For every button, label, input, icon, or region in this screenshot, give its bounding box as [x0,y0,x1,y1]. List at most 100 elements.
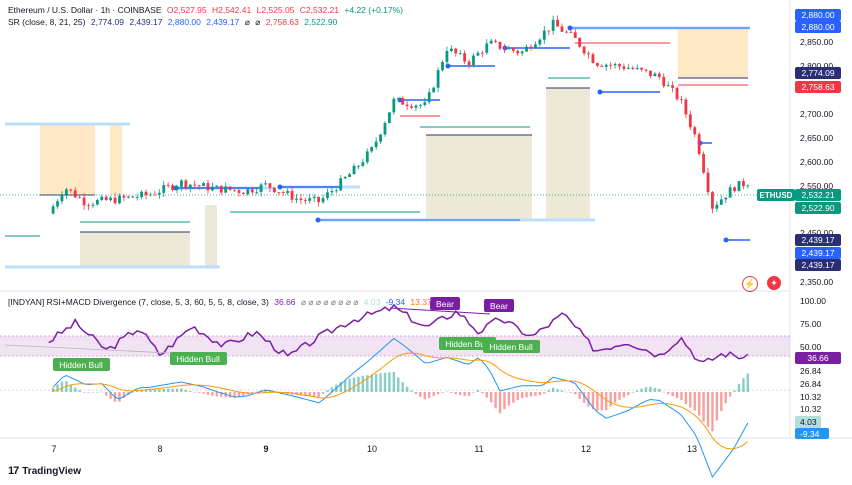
candle-body [472,55,475,65]
macd-hist-bar [82,392,86,393]
macd-hist-bar [512,392,515,403]
rsi-badge: 36.66 [795,352,841,364]
svg-text:2,350.00: 2,350.00 [800,277,833,287]
candle-body [418,104,422,106]
macd-hist-bar [87,392,90,393]
svg-text:2,650.00: 2,650.00 [800,133,833,143]
candle-body [113,197,117,204]
macd-hist-bar [122,392,126,399]
sr-value-7: 2,758.63 [265,17,299,27]
macd-hist-bar [153,389,157,392]
candle-body [157,192,161,195]
sr-marker-dot [277,184,283,190]
candle-body [454,48,458,54]
macd-hist-bar [605,392,608,411]
price-badge-2439-b: 2,439.17 [795,247,841,259]
indicator-legend[interactable]: [INDYAN] RSI+MACD Divergence (7, close, … [8,297,435,308]
candle-body [503,48,506,50]
candle-body [551,19,555,31]
candle-body [237,190,241,193]
macd-hist-bar [299,392,303,396]
macd-hist-bar [454,392,457,395]
macd-hist-bar [326,390,329,392]
svg-text:Hidden Bull: Hidden Bull [176,354,220,364]
macd-hist-bar [463,392,466,396]
candle-body [715,204,719,209]
candle-body [635,67,639,69]
macd-hist-bar [414,392,418,395]
candle-body [175,186,179,190]
price-axis[interactable]: 2,850.00 2,800.00 2,700.00 2,650.00 2,60… [800,37,833,287]
macd-hist-bar [485,392,488,398]
svg-text:2,774.09: 2,774.09 [801,68,834,78]
candle-body [578,37,582,47]
candle-body [432,87,436,93]
macd-hist-bar [742,378,745,392]
candle-body [542,30,546,40]
macd-hist-bar [529,392,533,397]
sr-title[interactable]: SR (close, 8, 21, 25) [8,17,86,27]
indicator-title[interactable]: [INDYAN] RSI+MACD Divergence (7, close, … [8,297,269,307]
candle-body [374,141,378,148]
macd-hist-bar [428,392,431,398]
macd-hist-bar [627,392,630,396]
candle-body [728,187,732,198]
sr-legend[interactable]: SR (close, 8, 21, 25) 2,774.09 2,439.17 … [8,17,340,28]
macd-hist-bar [498,392,502,414]
candle-body [534,44,537,49]
candle-body [69,189,73,191]
candle-body [82,197,86,206]
macd-hist-bar [680,392,683,401]
macd-hist-bar [675,392,679,399]
macd-hist-bar [312,392,316,397]
macd-hist-bar [304,392,307,397]
sr-marker-dot [567,25,573,31]
candle-body [702,154,705,173]
candlesticks [51,15,750,215]
alert-bolt-icon[interactable]: ⚡ [742,276,758,292]
sr-marker-dot [723,237,729,243]
macd-hist-bar [547,390,550,392]
svg-text:2,880.00: 2,880.00 [801,22,834,32]
candle-body [104,196,108,201]
macd-hist-bar [166,388,170,392]
macd-hist-bar [184,389,188,392]
indicator-hist-value: 4.03 [363,297,381,307]
candle-body [73,190,77,198]
osc-badge-26b: 26.84 [795,378,841,390]
price-change: +4.22 (+0.17%) [344,5,404,15]
svg-text:26.84: 26.84 [800,379,822,389]
candle-body [498,41,502,49]
indicator-macd-value: -9.34 [385,297,406,307]
macd-hist-bar [671,392,674,397]
price-badge-2758: 2,758.63 [795,81,841,93]
macd-hist-bar [551,387,555,392]
time-axis[interactable]: 7 8 9 10 11 12 13 [51,444,697,454]
candle-body [458,53,462,54]
candle-body [569,31,573,33]
candle-body [401,98,405,105]
macd-line [52,337,749,479]
candle-body [60,195,64,202]
svg-text:75.00: 75.00 [800,319,822,329]
indicator-pane[interactable] [0,292,790,437]
macd-hist-bar [600,392,604,411]
symbol-legend[interactable]: Ethereum / U.S. Dollar · 1h · COINBASE O… [8,5,406,16]
zones [40,28,748,267]
macd-hist-bar [520,392,524,399]
svg-text:4.03: 4.03 [800,417,817,427]
tradingview-logo[interactable]: 17 TradingView [8,465,81,477]
macd-hist-bar [175,388,179,392]
symbol-title[interactable]: Ethereum / U.S. Dollar · 1h · COINBASE [8,5,162,15]
candle-body [618,63,621,67]
macd-hist-bar [543,392,546,394]
osc-axis[interactable]: 100.00 75.00 50.00 [800,296,826,352]
candle-body [529,46,533,49]
osc-badge-4: 4.03 [795,416,821,428]
macd-hist-bar [587,392,590,407]
symbol-badge: ETHUSD [757,189,795,201]
svg-text:50.00: 50.00 [800,342,822,352]
macd-hist-bar [105,392,108,396]
svg-text:Bear: Bear [490,301,508,311]
